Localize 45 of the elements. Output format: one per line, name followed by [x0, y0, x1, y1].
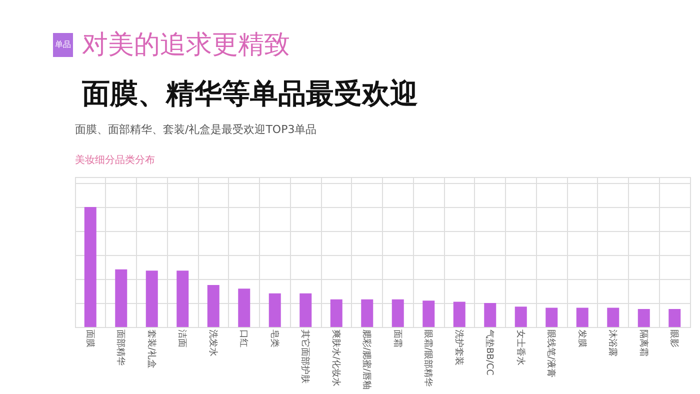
- bar: [668, 309, 681, 327]
- bar: [300, 293, 312, 327]
- x-tick-label: 面膜: [84, 330, 96, 348]
- x-tick-label: 洗护套装: [453, 330, 464, 366]
- bar: [422, 300, 435, 327]
- x-tick-label: 洁面: [176, 330, 188, 348]
- x-tick-label: 发膜: [576, 330, 588, 348]
- bar: [392, 299, 404, 327]
- x-tick-label: 爽肤水/化妆水: [330, 330, 342, 387]
- bar: [330, 299, 342, 327]
- x-tick-label: 眼影: [668, 330, 680, 348]
- x-tick-label: 眼线笔/液膏: [546, 330, 557, 378]
- x-tick-label: 眼霜/眼部精华: [422, 330, 434, 387]
- bar: [453, 302, 466, 327]
- bar: [361, 299, 374, 327]
- x-tick-label: 套装/礼盒: [146, 330, 157, 369]
- text: 面膜、面部精华、套装/礼盒是最受欢迎TOP3单品: [75, 123, 317, 136]
- x-tick-label: 女士香水: [514, 330, 526, 366]
- x-tick-label: 其它面部护肤: [300, 330, 311, 384]
- x-tick-label: 皂类: [268, 330, 280, 348]
- bar: [146, 270, 158, 327]
- bar: [176, 270, 189, 327]
- bar: [607, 308, 620, 327]
- bar: [576, 308, 588, 327]
- x-tick-label: 面部精华: [115, 330, 126, 366]
- x-tick-label: 洗发水: [207, 330, 218, 356]
- x-tick-label: 腮彩/腮蜜/唇釉: [361, 330, 372, 390]
- bar: [514, 306, 527, 327]
- bar: [238, 288, 250, 327]
- x-tick-label: 沐浴露: [607, 330, 618, 356]
- x-tick-label: 面霜: [392, 330, 403, 348]
- text: 单品: [55, 40, 71, 49]
- bar: [638, 309, 650, 327]
- x-tick-label: 气垫BB/CC: [484, 330, 496, 376]
- chart-subtitle: 面膜、精华等单品最受欢迎: [81, 77, 418, 110]
- x-tick-label: 口红: [238, 330, 250, 348]
- bar: [84, 207, 96, 327]
- chart-title: 对美的追求更精致: [82, 30, 290, 60]
- x-tick-label: 隔离霜: [638, 330, 649, 356]
- bar: [268, 293, 281, 327]
- bar: [207, 285, 220, 327]
- bar: [115, 269, 128, 327]
- bar: [484, 303, 496, 327]
- bar: [546, 308, 558, 327]
- text: 美妆细分品类分布: [75, 154, 155, 166]
